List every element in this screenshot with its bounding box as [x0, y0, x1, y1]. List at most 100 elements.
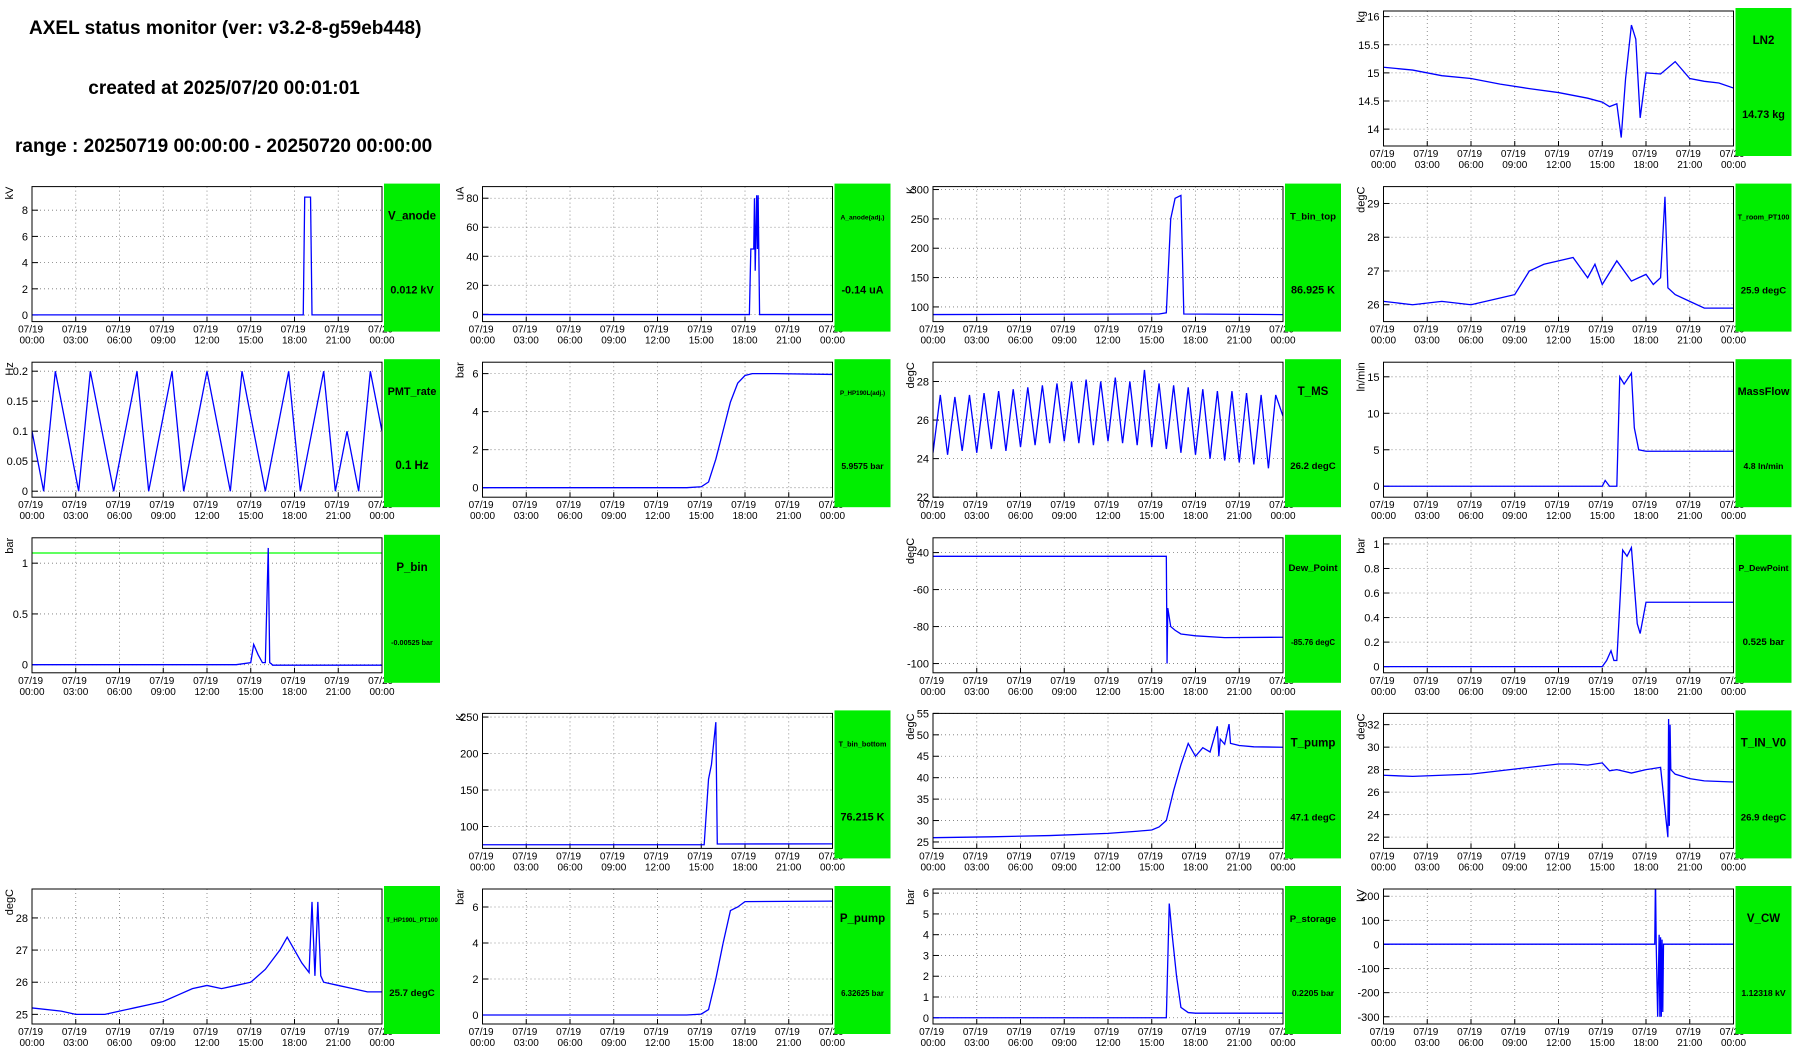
status-reading: 76.215 K [841, 811, 885, 823]
y-tick-label: 0.15 [7, 396, 28, 408]
y-tick-label: 150 [911, 273, 929, 285]
x-tick-label: 07/19 18:00 [1632, 149, 1660, 171]
y-tick-label: 150 [460, 785, 478, 797]
status-reading: 0.2205 bar [1292, 988, 1335, 998]
y-axis-label: degC [905, 713, 917, 739]
status-name: P_HP190L(adj.) [840, 390, 885, 397]
y-tick-label: 22 [917, 492, 929, 504]
y-tick-label: 250 [911, 214, 929, 226]
y-tick-label: 0 [472, 483, 478, 495]
status-name: P_DewPoint [1738, 563, 1788, 573]
x-tick-label: 07/19 06:00 [556, 851, 584, 873]
x-tick-label: 07/19 00:00 [919, 1027, 947, 1049]
status-reading: 25.9 degC [1741, 286, 1786, 297]
status-box [1285, 710, 1341, 859]
plot-frame [932, 537, 1284, 674]
x-tick-label: 07/19 00:00 [1370, 676, 1398, 698]
y-tick-label: 26 [917, 415, 929, 427]
title: AXEL status monitor (ver: v3.2-8-g59eb44… [29, 18, 421, 39]
x-tick-label: 07/19 06:00 [1457, 676, 1485, 698]
x-tick-label: 07/19 06:00 [106, 325, 134, 347]
series-line [1383, 719, 1734, 838]
x-tick-label: 07/19 15:00 [1138, 851, 1166, 873]
series-line [933, 903, 1283, 1019]
x-tick-label: 07/19 06:00 [1007, 676, 1035, 698]
x-tick-label: 07/19 06:00 [1457, 1027, 1485, 1049]
x-tick-label: 07/19 18:00 [731, 1027, 759, 1049]
y-tick-label: 22 [1367, 832, 1379, 844]
status-name: T_pump [1291, 737, 1336, 749]
x-tick-label: 07/19 21:00 [1225, 325, 1253, 347]
x-tick-label: 07/19 00:00 [18, 500, 46, 522]
x-tick-label: 07/19 15:00 [687, 1027, 715, 1049]
panel: 07/19 00:00 07/19 03:00 07/19 06:00 07/19 0… [905, 886, 1341, 1049]
status-name: T_HP190L_PT100 [386, 917, 438, 924]
x-tick-label: 07/19 03:00 [963, 676, 991, 698]
x-tick-label: 07/19 06:00 [556, 325, 584, 347]
panel: 07/19 00:00 07/19 03:00 07/19 06:00 07/19 0… [4, 359, 440, 522]
x-tick-label: 07/19 12:00 [644, 1027, 672, 1049]
y-axis-label: bar [905, 889, 917, 905]
y-tick-label: -80 [913, 622, 929, 634]
range: range : 20250719 00:00:00 - 20250720 00:… [15, 136, 432, 157]
x-tick-label: 07/19 03:00 [62, 1027, 90, 1049]
x-tick-label: 07/19 18:00 [731, 325, 759, 347]
x-tick-label: 07/19 12:00 [1545, 149, 1573, 171]
y-tick-label: 40 [917, 773, 929, 785]
x-tick-label: 07/19 00:00 [469, 1027, 497, 1049]
x-tick-label: 07/19 03:00 [1413, 1027, 1441, 1049]
series-line [1383, 545, 1734, 668]
panel: 07/19 00:00 07/19 03:00 07/19 06:00 07/19 0… [455, 886, 891, 1049]
panel: 07/19 00:00 07/19 03:00 07/19 06:00 07/19 0… [905, 183, 1341, 347]
status-reading: 14.73 kg [1742, 109, 1785, 121]
plot-frame [31, 888, 383, 1025]
series-line [482, 372, 833, 489]
y-tick-label: 15 [1367, 68, 1379, 80]
status-box [834, 886, 891, 1034]
x-tick-label: 07/19 18:00 [281, 1027, 309, 1049]
status-box [384, 183, 440, 332]
status-name: P_bin [396, 562, 427, 574]
y-tick-label: 0 [1373, 662, 1379, 674]
y-tick-label: 4 [472, 938, 478, 950]
x-tick-label: 07/19 12:00 [1094, 851, 1122, 873]
panel: 07/19 00:00 07/19 03:00 07/19 06:00 07/19 0… [905, 534, 1341, 698]
y-tick-label: 26 [1367, 300, 1379, 312]
y-tick-label: 1 [923, 992, 929, 1004]
x-tick-label: 07/20 00:00 [1720, 1027, 1748, 1049]
y-tick-label: 10 [1367, 408, 1379, 420]
x-tick-label: 07/19 06:00 [1457, 325, 1485, 347]
x-tick-label: 07/19 03:00 [963, 325, 991, 347]
x-tick-label: 07/19 03:00 [963, 851, 991, 873]
status-box [384, 534, 440, 683]
y-tick-label: 0 [22, 310, 28, 322]
x-tick-label: 07/19 21:00 [775, 500, 803, 522]
x-tick-label: 07/19 09:00 [149, 500, 177, 522]
x-tick-label: 07/19 18:00 [281, 500, 309, 522]
x-tick-label: 07/19 21:00 [1676, 149, 1704, 171]
status-name: T_IN_V0 [1741, 737, 1786, 749]
y-tick-label: -60 [913, 585, 929, 597]
x-tick-label: 07/19 09:00 [1501, 500, 1529, 522]
status-box [1735, 183, 1792, 332]
y-tick-label: 0 [923, 1013, 929, 1025]
series-line [1383, 196, 1734, 309]
y-tick-label: 0.05 [7, 456, 28, 468]
y-tick-label: 2 [22, 284, 28, 296]
y-tick-label: 30 [1367, 742, 1379, 754]
y-tick-label: 100 [911, 302, 929, 314]
status-reading: 5.9575 bar [841, 461, 884, 471]
x-tick-label: 07/19 12:00 [1094, 325, 1122, 347]
y-tick-label: 2 [472, 445, 478, 457]
x-tick-label: 07/19 21:00 [1676, 851, 1704, 873]
series-line [933, 723, 1283, 839]
y-tick-label: 0 [22, 486, 28, 498]
status-box [384, 359, 440, 508]
x-tick-label: 07/19 12:00 [1545, 500, 1573, 522]
x-tick-label: 07/19 21:00 [1676, 1027, 1704, 1049]
y-axis-label: K [905, 186, 917, 194]
y-tick-label: -100 [907, 659, 929, 671]
x-tick-label: 07/19 18:00 [731, 500, 759, 522]
y-tick-label: 200 [911, 243, 929, 255]
y-tick-label: 24 [917, 454, 929, 466]
